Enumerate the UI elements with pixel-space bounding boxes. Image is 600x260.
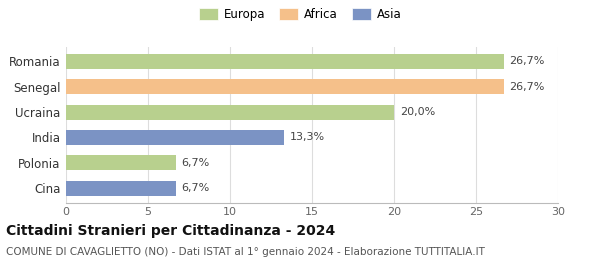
Text: 20,0%: 20,0% — [400, 107, 435, 117]
Text: 6,7%: 6,7% — [182, 183, 210, 193]
Bar — [66, 130, 284, 145]
Text: 13,3%: 13,3% — [290, 132, 325, 142]
Bar — [66, 155, 176, 170]
Text: 26,7%: 26,7% — [509, 82, 545, 92]
Text: 6,7%: 6,7% — [182, 158, 210, 168]
Text: Cittadini Stranieri per Cittadinanza - 2024: Cittadini Stranieri per Cittadinanza - 2… — [6, 224, 335, 238]
Bar — [66, 54, 504, 69]
Legend: Europa, Africa, Asia: Europa, Africa, Asia — [196, 6, 404, 24]
Bar — [66, 105, 394, 120]
Text: 26,7%: 26,7% — [509, 56, 545, 67]
Bar — [66, 180, 176, 196]
Bar — [66, 79, 504, 94]
Text: COMUNE DI CAVAGLIETTO (NO) - Dati ISTAT al 1° gennaio 2024 - Elaborazione TUTTIT: COMUNE DI CAVAGLIETTO (NO) - Dati ISTAT … — [6, 247, 485, 257]
